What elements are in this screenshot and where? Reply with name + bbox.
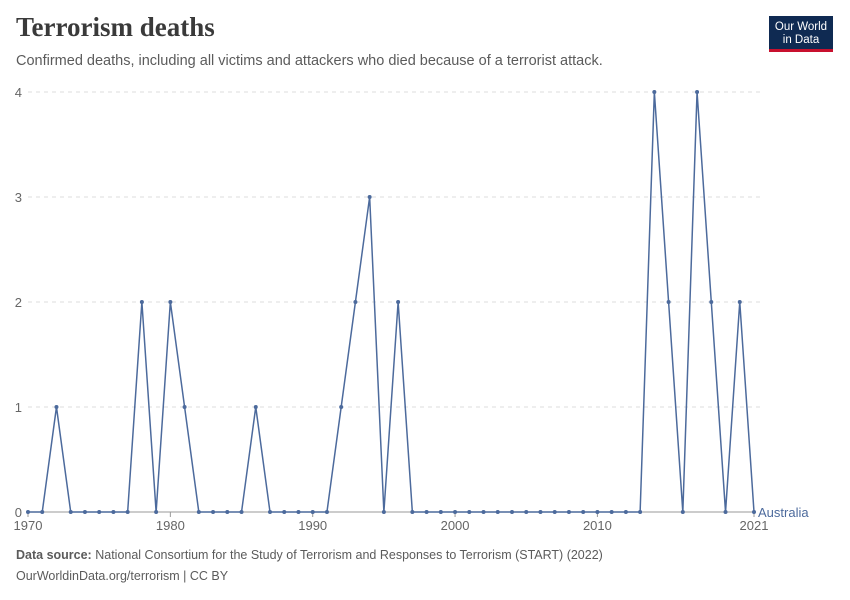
- y-tick-label: 0: [15, 505, 22, 520]
- data-point[interactable]: [723, 510, 728, 514]
- data-point[interactable]: [510, 510, 514, 514]
- data-point[interactable]: [268, 510, 272, 514]
- data-point[interactable]: [396, 300, 401, 304]
- data-point[interactable]: [495, 510, 500, 514]
- data-point[interactable]: [225, 510, 230, 514]
- data-point[interactable]: [538, 510, 543, 514]
- data-point[interactable]: [481, 510, 486, 514]
- x-tick-label: 1990: [298, 518, 327, 533]
- data-point[interactable]: [196, 510, 201, 514]
- data-point[interactable]: [552, 510, 557, 514]
- data-point[interactable]: [453, 510, 458, 514]
- chart-title: Terrorism deaths: [16, 12, 215, 42]
- data-point[interactable]: [97, 510, 102, 514]
- data-point[interactable]: [666, 300, 671, 304]
- y-tick-label: 4: [15, 85, 22, 100]
- x-tick-label: 2000: [441, 518, 470, 533]
- line-chart: 0 1 2 3 4 1970 1980 1990 2000 2010 2021 Australia: [14, 85, 810, 533]
- data-point[interactable]: [381, 510, 386, 514]
- data-point[interactable]: [282, 510, 287, 514]
- data-source: Data source: National Consortium for the…: [16, 548, 603, 562]
- data-point[interactable]: [310, 510, 315, 514]
- x-tick-label: 2021: [740, 518, 769, 533]
- data-point[interactable]: [40, 510, 45, 514]
- series-label-australia[interactable]: Australia: [758, 505, 809, 520]
- data-point[interactable]: [709, 300, 714, 304]
- data-point[interactable]: [638, 510, 643, 514]
- logo-line-2: in Data: [782, 34, 820, 46]
- x-tick-label: 2010: [583, 518, 612, 533]
- data-point[interactable]: [566, 510, 571, 514]
- data-point[interactable]: [125, 510, 130, 514]
- data-point[interactable]: [82, 510, 87, 514]
- data-source-text: National Consortium for the Study of Ter…: [95, 548, 603, 562]
- data-point[interactable]: [211, 510, 216, 514]
- data-point[interactable]: [324, 510, 329, 514]
- series-line-australia[interactable]: [28, 91, 755, 513]
- data-point[interactable]: [182, 405, 187, 409]
- data-source-label: Data source:: [16, 548, 92, 562]
- footer-url[interactable]: OurWorldinData.org/terrorism | CC BY: [16, 569, 229, 583]
- y-tick-label: 3: [15, 190, 22, 205]
- data-point[interactable]: [410, 510, 415, 514]
- data-point[interactable]: [595, 510, 600, 514]
- data-point[interactable]: [680, 510, 685, 514]
- x-tick-label: 1970: [14, 518, 43, 533]
- data-point[interactable]: [253, 405, 258, 409]
- data-point[interactable]: [168, 300, 173, 304]
- data-point[interactable]: [424, 510, 429, 514]
- data-point[interactable]: [139, 300, 144, 304]
- data-point[interactable]: [111, 510, 116, 514]
- y-tick-label: 2: [15, 295, 22, 310]
- data-point[interactable]: [367, 195, 372, 199]
- x-tick-label: 1980: [156, 518, 185, 533]
- data-point[interactable]: [68, 510, 73, 514]
- chart-subtitle: Confirmed deaths, including all victims …: [16, 53, 603, 69]
- data-point[interactable]: [26, 510, 30, 514]
- data-point[interactable]: [609, 510, 614, 514]
- data-point[interactable]: [296, 510, 301, 514]
- data-point[interactable]: [438, 510, 443, 514]
- data-point[interactable]: [154, 510, 159, 514]
- data-point[interactable]: [695, 90, 700, 94]
- data-point[interactable]: [467, 510, 472, 514]
- y-tick-label: 1: [15, 400, 22, 415]
- data-point[interactable]: [623, 510, 628, 514]
- data-point[interactable]: [581, 510, 586, 514]
- data-point[interactable]: [652, 90, 657, 94]
- data-point[interactable]: [353, 300, 358, 304]
- logo-line-1: Our World: [774, 21, 828, 33]
- data-point[interactable]: [339, 405, 344, 409]
- data-point[interactable]: [239, 510, 244, 514]
- data-point[interactable]: [54, 405, 59, 409]
- owid-logo[interactable]: Our World in Data: [769, 16, 833, 52]
- data-point[interactable]: [524, 510, 529, 514]
- data-point[interactable]: [737, 300, 742, 304]
- data-point[interactable]: [752, 510, 756, 514]
